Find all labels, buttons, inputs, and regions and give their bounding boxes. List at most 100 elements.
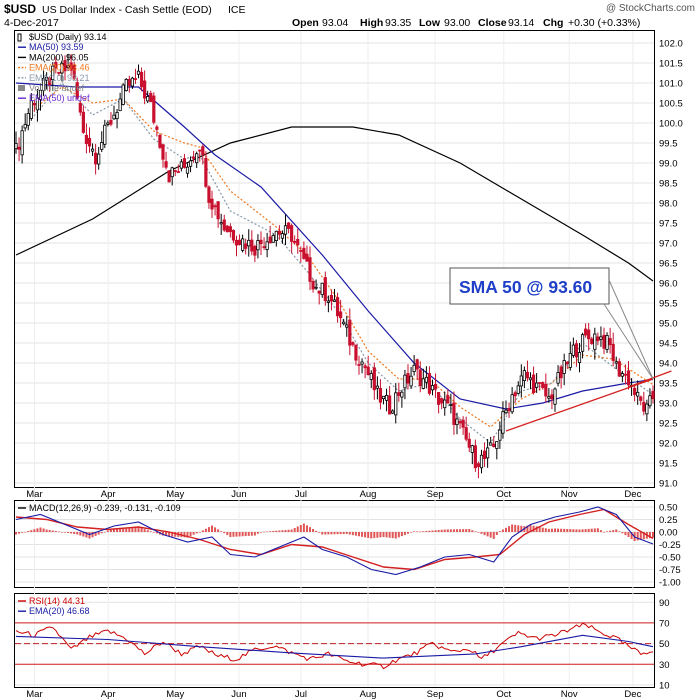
month-label-bottom: Mar: [26, 689, 42, 700]
macd-histogram-bar: [514, 524, 517, 532]
candle-body: [121, 84, 125, 105]
macd-histogram-bar: [125, 528, 128, 532]
candle-body: [357, 364, 361, 366]
macd-histogram-bar: [336, 532, 339, 535]
macd-histogram-bar: [18, 532, 21, 534]
candle-body: [455, 418, 459, 426]
candle-body: [421, 378, 425, 389]
candle-body: [498, 429, 502, 441]
candle-body: [602, 334, 606, 349]
macd-histogram-bar: [501, 529, 504, 532]
rsi-legend-label: RSI(14) 44.31: [29, 596, 85, 606]
candle-body: [35, 97, 40, 111]
rsi-ema-line: [15, 634, 654, 659]
candle-body: [611, 343, 615, 361]
macd-histogram-bar: [207, 527, 210, 532]
candle-body: [489, 442, 493, 446]
ma200-series: [15, 126, 654, 282]
trendline: [505, 370, 672, 432]
price-legend-label: EMA(20) 93.46: [29, 63, 90, 73]
macd-histogram-bar: [315, 530, 318, 532]
macd-histogram-bar: [351, 532, 354, 536]
candle-body: [642, 401, 646, 412]
macd-histogram-bar: [195, 532, 198, 534]
candle-body: [388, 395, 392, 415]
chart-instrument-name: US Dollar Index - Cash Settle (EOD): [42, 4, 212, 16]
candle-body: [213, 205, 217, 208]
macd-signal-line: [15, 508, 654, 571]
candle-body: [467, 438, 471, 448]
price-tick-label: 92.5: [659, 419, 678, 430]
candle-body: [446, 395, 450, 404]
macd-histogram-bar: [498, 531, 501, 532]
rsi-axis-ticks: 90 70 50 30 10: [659, 598, 670, 692]
macd-histogram-bar: [566, 529, 569, 532]
candle-body: [492, 443, 496, 447]
price-legend-label: EMA(50) undef: [29, 93, 90, 103]
candle-body: [400, 391, 404, 398]
macd-histogram-bar: [529, 525, 532, 532]
month-label-bottom: Oct: [496, 689, 511, 700]
macd-histogram-bar: [36, 528, 39, 532]
candle-body: [645, 403, 649, 415]
ohlc-readout: Open 93.04 High 93.35 Low 93.00 Close 93…: [292, 17, 640, 29]
month-label-top: Nov: [561, 489, 578, 500]
macd-histogram-bar: [290, 529, 293, 532]
candle-body: [501, 411, 505, 434]
candle-body: [244, 243, 248, 249]
candle-body: [458, 421, 462, 424]
candle-body: [366, 366, 370, 375]
macd-histogram-bar: [581, 529, 584, 532]
macd-histogram-bar: [162, 532, 164, 536]
candle-body: [516, 385, 520, 394]
macd-histogram-bar: [578, 529, 581, 532]
candle-body: [136, 70, 141, 75]
candle-body: [519, 375, 523, 387]
macd-histogram-bar: [168, 532, 171, 537]
macd-histogram-bar: [284, 530, 287, 532]
macd-histogram-bar: [471, 530, 474, 532]
candle-body: [185, 166, 190, 174]
month-label-bottom: May: [166, 689, 184, 700]
candle-body: [574, 343, 579, 358]
candle-body: [87, 137, 92, 147]
macd-histogram-bar: [603, 532, 605, 533]
price-tick-label: 101.5: [659, 59, 683, 70]
candle-body: [103, 124, 107, 145]
high-value: 93.35: [385, 17, 411, 29]
candle-body: [167, 170, 171, 183]
macd-histogram-bar: [465, 529, 468, 532]
macd-histogram-bar: [189, 532, 192, 537]
candle-body: [553, 388, 557, 405]
price-legend-label: MA(200) 96.05: [29, 52, 89, 62]
candle-body: [403, 374, 407, 389]
month-label-top: Aug: [360, 489, 377, 500]
macd-tick-label: 0.25: [659, 515, 678, 526]
month-label-top: May: [166, 489, 184, 500]
candle-body: [479, 454, 484, 469]
rsi-series: [15, 622, 654, 670]
candle-body: [241, 238, 245, 251]
trendline-extension: [628, 370, 672, 388]
candle-body: [17, 146, 21, 150]
candle-body: [225, 225, 229, 233]
macd-histogram-bar: [403, 532, 406, 535]
candle-body: [504, 409, 508, 414]
macd-histogram-bar: [474, 531, 477, 532]
macd-histogram-bar: [596, 528, 599, 532]
candle-body: [528, 377, 533, 381]
candle-body: [84, 134, 89, 144]
candle-body: [470, 445, 474, 453]
candle-body: [14, 143, 18, 150]
macd-histogram-bar: [477, 532, 480, 533]
macd-histogram-bar: [247, 532, 250, 536]
candle-body: [415, 359, 419, 370]
candle-body: [216, 201, 220, 220]
macd-histogram-bar: [250, 532, 253, 536]
month-label-top: Jun: [231, 489, 246, 500]
macd-histogram-bar: [186, 532, 189, 538]
candle-body: [633, 387, 637, 396]
price-tick-label: 100.0: [659, 119, 683, 130]
macd-histogram-bar: [88, 532, 91, 539]
